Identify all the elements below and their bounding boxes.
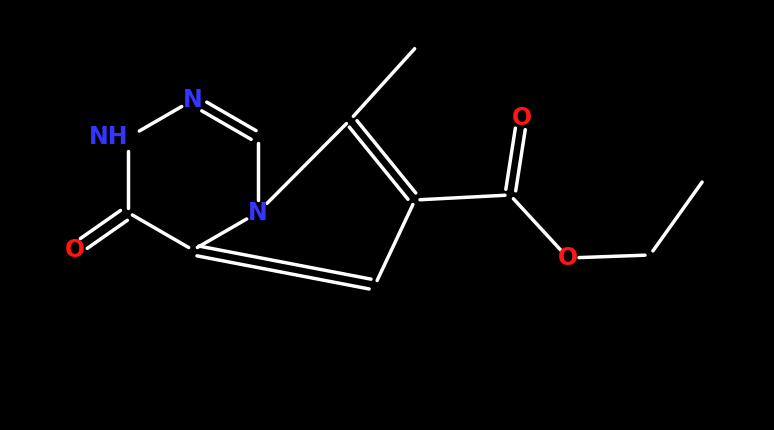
Text: O: O xyxy=(558,246,578,270)
Text: NH: NH xyxy=(88,126,128,150)
Text: N: N xyxy=(248,200,268,224)
Text: O: O xyxy=(512,106,532,130)
Text: N: N xyxy=(183,88,203,112)
Text: O: O xyxy=(65,238,85,262)
